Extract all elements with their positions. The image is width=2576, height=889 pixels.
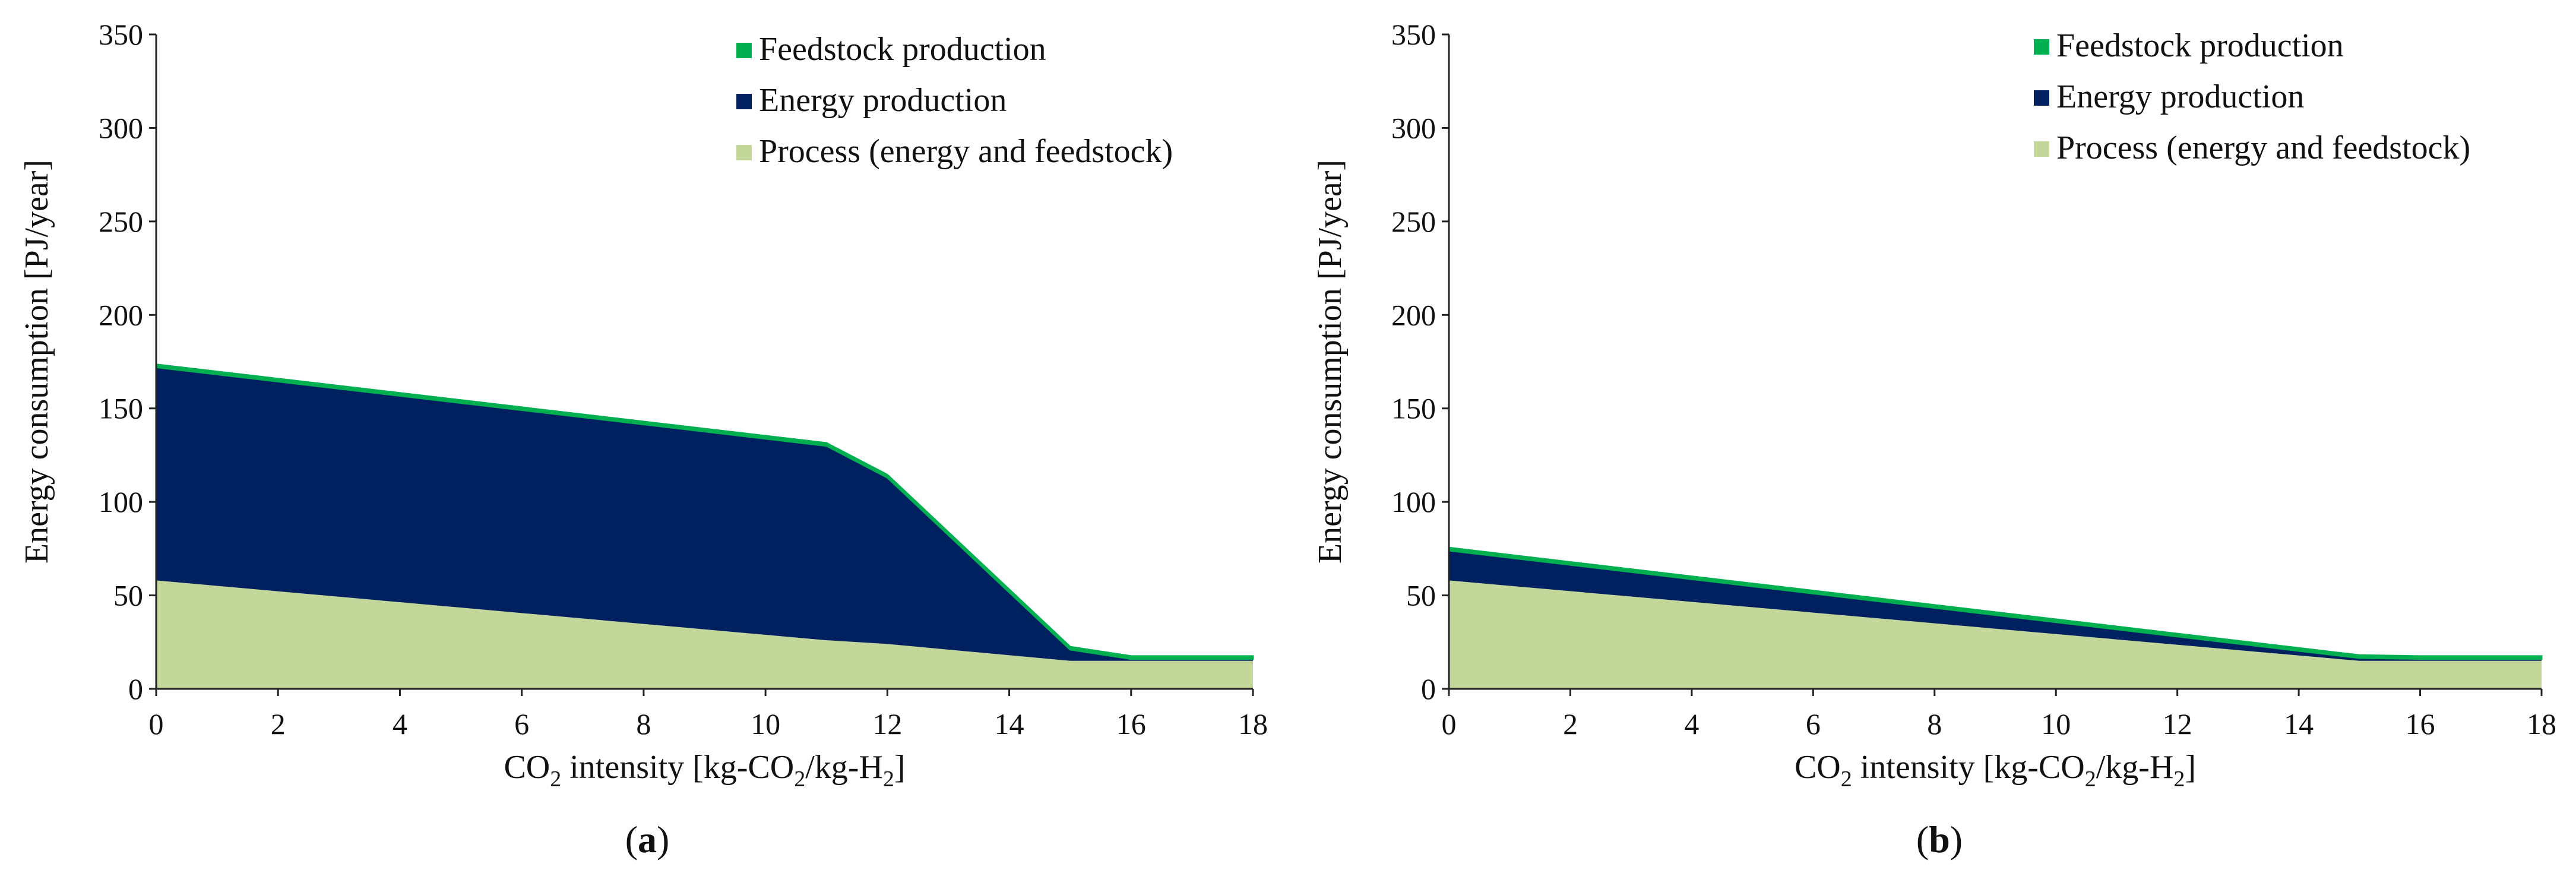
y-tick-label: 250 [99, 205, 143, 238]
area-series-feedstock [1448, 546, 2543, 660]
area-series-energy [156, 367, 1253, 661]
panel-label: (a) [625, 818, 670, 860]
y-tick-label: 100 [1391, 485, 1436, 518]
panel-label: (b) [1916, 818, 1963, 860]
area-series-feedstock [155, 363, 1254, 660]
x-tick-label: 2 [1563, 707, 1578, 741]
y-tick-label: 50 [1406, 579, 1436, 612]
legend-label-feedstock: Feedstock production [2056, 27, 2344, 64]
y-tick-label: 100 [99, 485, 143, 518]
subscript-text: 2 [2173, 767, 2185, 792]
panel-label-part: ) [657, 818, 669, 860]
label-text: /kg-H [805, 749, 883, 786]
x-tick-label: 6 [514, 707, 529, 741]
subscript-text: 2 [1841, 767, 1852, 792]
y-tick-label: 150 [99, 392, 143, 425]
panel-label-part: ( [625, 818, 638, 860]
y-axis-label: Energy consumption [PJ/year] [18, 160, 55, 564]
x-tick-label: 8 [1927, 707, 1942, 741]
chart-panel-b: 0 50 100 150 200 250 300 350 0 2 4 6 8 10 12 14 16 18 Ener… [1312, 18, 2556, 860]
area-series-process [156, 580, 1253, 689]
x-tick-label: 18 [2527, 707, 2556, 741]
x-tick-label: 8 [636, 707, 651, 741]
legend-swatch-energy [736, 94, 752, 109]
chart-panel-a: 0 50 100 150 200 250 300 350 0 2 4 6 8 10 12 14 16 18 Ener… [18, 18, 1268, 860]
x-tick-label: 10 [2041, 707, 2071, 741]
x-axis-label: CO2 intensity [kg-CO2/kg-H2] [504, 749, 905, 792]
subscript-text: 2 [550, 767, 561, 792]
legend-label-process: Process (energy and feedstock) [2056, 129, 2470, 166]
x-axis-label: CO2 intensity [kg-CO2/kg-H2] [1795, 749, 2196, 792]
x-tick-label: 14 [995, 707, 1024, 741]
y-tick-label: 300 [1391, 111, 1436, 144]
label-text: CO [504, 749, 550, 786]
y-tick-label: 200 [99, 298, 143, 331]
subscript-text: 2 [794, 767, 805, 792]
label-text: intensity [kg-CO [1852, 749, 2085, 786]
y-tick-label: 300 [99, 111, 143, 144]
x-tick-label: 12 [872, 707, 902, 741]
x-tick-label: 16 [2406, 707, 2435, 741]
area-series-process [1449, 580, 2542, 689]
x-tick-label: 0 [1442, 707, 1457, 741]
label-text: ] [2185, 749, 2196, 786]
x-tick-label: 12 [2163, 707, 2192, 741]
x-tick-label: 18 [1238, 707, 1268, 741]
x-tick-label: 4 [393, 707, 407, 741]
panel-label-part: a [638, 818, 657, 860]
x-tick-label: 4 [1684, 707, 1699, 741]
legend-label-energy: Energy production [2056, 78, 2304, 115]
x-tick-label: 2 [271, 707, 286, 741]
y-tick-label: 250 [1391, 205, 1436, 238]
legend-label-feedstock: Feedstock production [759, 31, 1046, 68]
y-axis-label: Energy consumption [PJ/year] [1312, 160, 1349, 564]
panel-label-part: ( [1916, 818, 1929, 860]
panel-label-part: b [1929, 818, 1950, 860]
y-tick-label: 200 [1391, 298, 1436, 331]
label-text: intensity [kg-CO [561, 749, 794, 786]
y-tick-label: 150 [1391, 392, 1436, 425]
y-tick-label: 50 [113, 579, 143, 612]
legend-swatch-process [736, 145, 752, 160]
y-tick-label: 0 [128, 672, 143, 705]
y-tick-label: 350 [1391, 18, 1436, 51]
panel-label-part: ) [1950, 818, 1963, 860]
label-text: /kg-H [2096, 749, 2174, 786]
y-tick-label: 350 [99, 18, 143, 51]
legend-swatch-feedstock [736, 43, 752, 58]
legend-swatch-energy [2034, 90, 2049, 106]
label-text: CO [1795, 749, 1841, 786]
x-tick-label: 0 [149, 707, 164, 741]
x-tick-label: 16 [1116, 707, 1146, 741]
legend-label-process: Process (energy and feedstock) [759, 133, 1173, 170]
legend-label-energy: Energy production [759, 82, 1007, 119]
legend-swatch-feedstock [2034, 39, 2049, 55]
y-tick-label: 0 [1421, 672, 1436, 705]
subscript-text: 2 [883, 767, 894, 792]
label-text: ] [894, 749, 906, 786]
x-tick-label: 6 [1806, 707, 1821, 741]
legend-swatch-process [2034, 141, 2049, 157]
x-tick-label: 10 [751, 707, 780, 741]
subscript-text: 2 [2085, 767, 2096, 792]
x-tick-label: 14 [2284, 707, 2314, 741]
